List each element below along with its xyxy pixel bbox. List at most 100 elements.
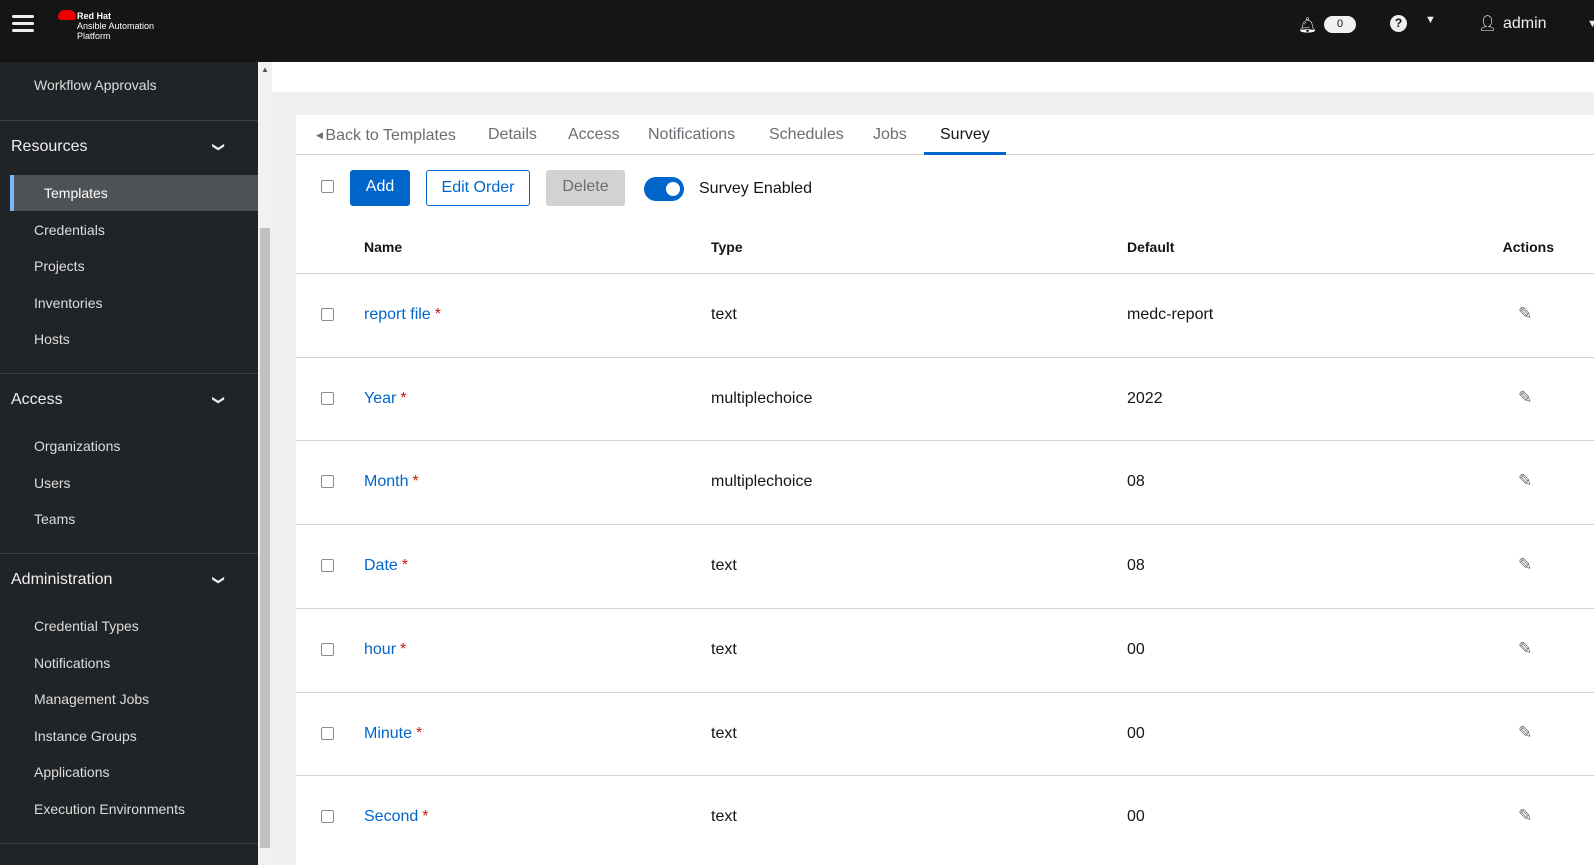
sidebar-item-execution-environments[interactable]: Execution Environments — [34, 800, 185, 817]
name-cell: Month * — [364, 473, 419, 491]
tab-label: Back to Templates — [325, 127, 456, 144]
sidebar-item-hosts[interactable]: Hosts — [34, 331, 70, 347]
sidebar-item-instance-groups[interactable]: Instance Groups — [34, 727, 137, 744]
question-name-link[interactable]: hour — [364, 640, 397, 658]
pencil-edit-icon[interactable]: ✎ — [1518, 471, 1533, 491]
pencil-edit-icon[interactable]: ✎ — [1518, 638, 1533, 658]
default-cell: 00 — [1127, 724, 1145, 742]
sidebar-scrollbar[interactable]: ▲ — [258, 62, 272, 865]
user-menu[interactable]: admin — [1503, 15, 1547, 32]
sidebar-item-teams[interactable]: Teams — [34, 511, 76, 527]
user-caret-down-icon[interactable]: ▼ — [1587, 18, 1594, 30]
question-name-link[interactable]: Minute — [364, 724, 413, 742]
default-cell: 08 — [1127, 473, 1145, 491]
tab-details[interactable]: Details — [488, 115, 537, 155]
sidebar-group-label: Access — [11, 391, 63, 408]
table-row: Month * multiplechoice 08 ✎ — [296, 440, 1594, 524]
hamburger-menu-icon[interactable] — [12, 15, 34, 33]
tab-back-to-templates[interactable]: ◀ Back to Templates — [316, 115, 456, 155]
pencil-edit-icon[interactable]: ✎ — [1518, 806, 1533, 826]
row-checkbox[interactable] — [321, 308, 334, 321]
table-row: Second * text 00 ✎ — [296, 775, 1594, 859]
row-checkbox[interactable] — [321, 726, 334, 740]
row-checkbox[interactable] — [321, 642, 334, 656]
help-icon[interactable]: ? — [1390, 15, 1407, 32]
sidebar-item-applications[interactable]: Applications — [34, 764, 110, 780]
edit-order-button[interactable]: Edit Order — [426, 170, 530, 206]
name-cell: Second * — [364, 808, 429, 826]
name-cell: report file * — [364, 306, 441, 324]
tab-schedules[interactable]: Schedules — [769, 115, 844, 155]
add-button[interactable]: Add — [350, 170, 410, 206]
sidebar-item-templates[interactable]: Templates — [10, 175, 258, 211]
type-cell: multiplechoice — [711, 473, 813, 491]
sidebar: Workflow Approvals Resources ❯ Templates Cre… — [0, 62, 258, 865]
sidebar-item-credential-types[interactable]: Credential Types — [34, 618, 139, 634]
sidebar-item-projects[interactable]: Projects — [34, 258, 85, 274]
tab-access[interactable]: Access — [568, 115, 620, 155]
sidebar-group-administration[interactable]: Administration ❯ — [0, 562, 258, 598]
tab-bar: ◀ Back to Templates Details Access Notifica… — [296, 115, 1594, 155]
name-cell: Year * — [364, 390, 407, 408]
name-cell: hour * — [364, 641, 406, 659]
question-name-link[interactable]: Date — [364, 557, 398, 575]
sidebar-item-inventories[interactable]: Inventories — [34, 294, 103, 311]
required-asterisk: * — [400, 389, 407, 407]
question-name-link[interactable]: Month — [364, 473, 409, 491]
sidebar-item-management-jobs[interactable]: Management Jobs — [34, 691, 150, 707]
default-cell: 00 — [1127, 808, 1145, 826]
default-cell: 08 — [1127, 557, 1145, 575]
survey-enabled-label: Survey Enabled — [699, 180, 812, 197]
tab-label: Schedules — [769, 126, 844, 143]
table-row: Minute * text 00 ✎ — [296, 691, 1594, 776]
help-caret-down-icon[interactable]: ▼ — [1425, 14, 1436, 26]
type-cell: text — [711, 306, 737, 323]
bell-icon[interactable]: 🔔︎ — [1298, 17, 1318, 34]
user-icon[interactable]: 👤︎ — [1478, 15, 1498, 32]
sidebar-group-access[interactable]: Access ❯ — [0, 382, 258, 418]
sidebar-group-label: Resources — [11, 138, 88, 155]
column-header-name: Name — [364, 239, 403, 255]
scroll-up-arrow-icon[interactable]: ▲ — [261, 65, 269, 74]
row-checkbox[interactable] — [321, 810, 334, 824]
pencil-edit-icon[interactable]: ✎ — [1518, 304, 1533, 323]
tab-label: Details — [488, 126, 537, 143]
sidebar-divider — [0, 843, 258, 844]
table-row: Date * text 08 ✎ — [296, 524, 1594, 608]
caret-left-icon: ◀ — [316, 130, 326, 140]
required-asterisk: * — [416, 724, 423, 742]
pencil-edit-icon[interactable]: ✎ — [1518, 387, 1533, 407]
tab-survey[interactable]: Survey — [924, 115, 1006, 155]
select-all-checkbox[interactable] — [321, 180, 334, 193]
tab-label: Access — [568, 126, 620, 143]
table-row: Year * multiplechoice 2022 ✎ — [296, 356, 1594, 441]
notification-count-badge[interactable]: 0 — [1324, 16, 1356, 33]
row-checkbox[interactable] — [321, 559, 334, 573]
sidebar-item-organizations[interactable]: Organizations — [34, 438, 121, 454]
question-name-link[interactable]: Second — [364, 808, 419, 826]
table-row: report file * text medc-report ✎ — [296, 273, 1594, 357]
tab-label: Survey — [940, 126, 990, 143]
scrollbar-thumb[interactable] — [260, 228, 270, 848]
delete-button[interactable]: Delete — [546, 170, 625, 206]
row-checkbox[interactable] — [321, 475, 334, 489]
pencil-edit-icon[interactable]: ✎ — [1518, 555, 1533, 575]
required-asterisk: * — [422, 808, 429, 826]
survey-enabled-toggle[interactable] — [644, 177, 684, 201]
question-name-link[interactable]: report file — [364, 306, 431, 323]
tab-jobs[interactable]: Jobs — [873, 115, 907, 155]
row-checkbox[interactable] — [321, 391, 334, 405]
question-name-link[interactable]: Year — [364, 389, 397, 407]
required-asterisk: * — [434, 306, 441, 323]
product-name: Ansible Automation Platform — [77, 21, 155, 41]
sidebar-item-users[interactable]: Users — [34, 474, 71, 491]
pencil-edit-icon[interactable]: ✎ — [1518, 722, 1533, 742]
sidebar-item-credentials[interactable]: Credentials — [34, 221, 105, 238]
sidebar-group-resources[interactable]: Resources ❯ — [0, 129, 258, 165]
tab-notifications[interactable]: Notifications — [648, 115, 735, 155]
column-header-type: Type — [711, 239, 743, 255]
sidebar-item-workflow-approvals[interactable]: Workflow Approvals — [34, 77, 157, 93]
type-cell: text — [711, 557, 737, 575]
table-row: hour * text 00 ✎ — [296, 607, 1594, 692]
sidebar-item-notifications[interactable]: Notifications — [34, 654, 111, 671]
